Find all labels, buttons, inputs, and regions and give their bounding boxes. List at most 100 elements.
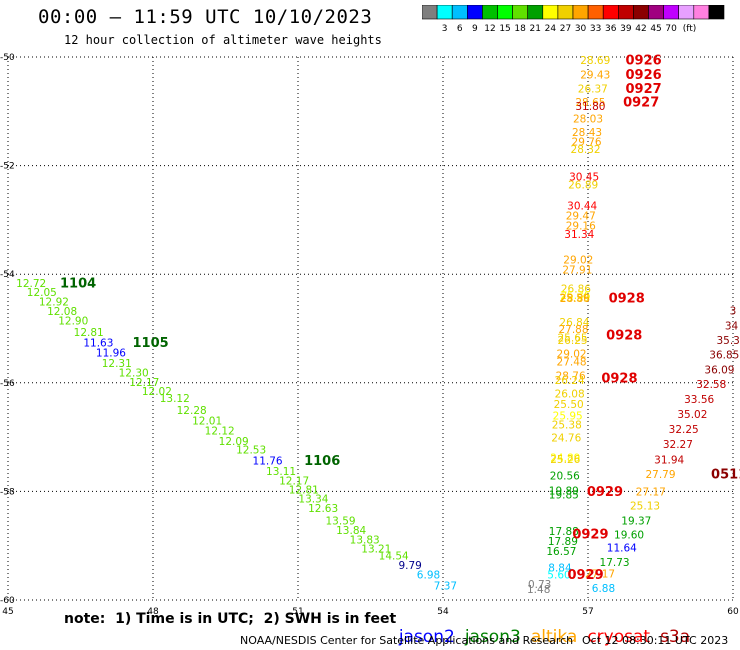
scale-label: 9 (472, 24, 478, 34)
x-tick-label: 51 (292, 607, 303, 617)
scale-label: 12 (484, 24, 495, 34)
wave-height-point: 3 (730, 306, 737, 318)
y-tick-label: -60 (0, 596, 15, 606)
scale-label: 45 (650, 24, 661, 34)
wave-height-point: 12.31 (102, 358, 132, 370)
wave-height-point: 16.57 (546, 546, 576, 558)
time-annotation: 0927 (623, 96, 659, 111)
wave-height-point: 25.26 (550, 454, 580, 466)
wave-height-point: 32.25 (669, 424, 699, 436)
scale-label: 36 (605, 24, 617, 34)
color-scale-bar: 3 6 9 12 15 18 21 24 27 30 33 36 39 42 45 70 (ft) (422, 5, 725, 34)
wave-height-point: 6.98 (417, 570, 440, 582)
wave-height-point: 29.47 (566, 211, 596, 223)
wave-height-point: 25.59 (559, 293, 589, 305)
x-tick-label: 57 (582, 607, 593, 617)
time-annotation: 1106 (304, 454, 340, 469)
wave-height-point: 29.16 (566, 220, 596, 232)
wave-height-point: 8.84 (548, 563, 572, 575)
wave-height-point: 12.17 (129, 377, 159, 389)
wave-height-point: 27.48 (557, 357, 587, 369)
wave-height-point: 12.72 (16, 278, 46, 290)
legend-jason2: jason2 (398, 627, 455, 647)
wave-height-point: 35.3 (716, 335, 739, 347)
scale-label: 15 (499, 24, 510, 34)
wave-height-point: 26.89 (568, 180, 598, 192)
wave-height-point: 13.83 (350, 534, 380, 546)
wave-height-point: 12.53 (236, 445, 266, 457)
wave-height-point: 12.81 (289, 484, 319, 496)
wave-height-point: 27.17 (636, 486, 666, 498)
wave-height-point: 28.43 (572, 127, 602, 139)
wave-height-point: 13.34 (298, 494, 328, 506)
wave-height-point: 12.17 (279, 476, 309, 488)
footer-note: note: 1) Time is in UTC; 2) SWH is in fe… (64, 611, 397, 627)
wave-height-point: 25.38 (552, 420, 582, 432)
wave-height-point: 19.89 (549, 485, 579, 497)
wave-height-point: 36.85 (709, 350, 739, 362)
wave-height-point: 26.86 (561, 283, 591, 295)
y-tick-label: -50 (0, 53, 15, 63)
wave-height-point: 31.34 (564, 229, 594, 241)
wave-height-point: 26.08 (555, 389, 585, 401)
wave-height-point: 12.09 (219, 436, 249, 448)
wave-height-point: 20.56 (550, 471, 580, 483)
wave-height-point: 25.65 (558, 332, 588, 344)
time-annotation: 0927 (625, 82, 661, 97)
time-annotation: 1104 (60, 276, 96, 291)
wave-height-point: 7.37 (434, 580, 457, 592)
wave-height-point: 12.92 (39, 296, 69, 308)
wave-height-point: 11.64 (607, 542, 637, 554)
y-tick-label: -58 (0, 487, 15, 497)
wave-height-point: 32.58 (696, 379, 726, 391)
chart-subtitle: 12 hour collection of altimeter wave hei… (64, 33, 382, 47)
wave-height-point: 19.85 (549, 490, 579, 502)
wave-height-point: 12.90 (58, 315, 88, 327)
wave-height-point: 30.44 (567, 200, 597, 212)
scale-label: 18 (514, 24, 526, 34)
scale-label: 33 (590, 24, 601, 34)
wave-height-point: 26.24 (555, 375, 585, 387)
wave-height-point: 12.30 (119, 368, 149, 380)
wave-height-point: 17.89 (548, 536, 578, 548)
scale-unit: (ft) (683, 24, 697, 34)
satellite-legend: jason2 jason3 altika cryosat s3a (388, 607, 700, 647)
scale-label: 3 (442, 24, 448, 34)
wave-height-point: 29.02 (563, 255, 593, 267)
scale-label: 6 (457, 24, 463, 34)
time-annotation: 0929 (572, 527, 608, 542)
time-annotation: 0926 (625, 68, 661, 83)
time-annotation: 0928 (606, 329, 642, 344)
wave-height-point: 9.79 (398, 560, 421, 572)
wave-height-point: 28.69 (580, 55, 610, 67)
wave-height-point: 12.12 (205, 426, 235, 438)
wave-height-point: 13.84 (336, 525, 366, 537)
wave-height-point: 28.65 (575, 97, 605, 109)
x-tick-label: 60 (727, 607, 739, 617)
wave-height-point: 36.09 (704, 364, 734, 376)
time-annotation: 1105 (132, 336, 168, 351)
time-annotation: 0926 (625, 53, 661, 68)
y-tick-label: -56 (0, 379, 15, 389)
time-annotation: 0929 (587, 485, 623, 500)
wave-height-point: 29.76 (572, 136, 602, 148)
legend-cryosat: cryosat (587, 627, 651, 647)
chart-title: 00:00 — 11:59 UTC 10/10/2023 (38, 6, 373, 28)
wave-height-point: 5.60 (547, 570, 570, 582)
wave-height-point: 6.88 (592, 583, 615, 595)
wave-height-point: 13.12 (160, 393, 190, 405)
wave-height-point: 32.27 (663, 439, 693, 451)
generated-timestamp: Oct 12 08:30:11 UTC 2023 (582, 634, 729, 647)
scale-label: 27 (560, 24, 571, 34)
wave-height-point: 13.11 (266, 466, 296, 478)
wave-height-point: 0.73 (528, 579, 551, 591)
x-tick-label: 54 (437, 607, 449, 617)
wave-height-point: 28.03 (573, 113, 603, 125)
wave-height-point: 26.37 (578, 84, 608, 96)
wave-height-point: 31.94 (654, 454, 684, 466)
wave-height-point: 28.86 (560, 293, 590, 305)
scale-label: 39 (620, 24, 632, 34)
y-tick-label: -52 (0, 162, 15, 172)
wave-height-point: 12.05 (27, 287, 57, 299)
